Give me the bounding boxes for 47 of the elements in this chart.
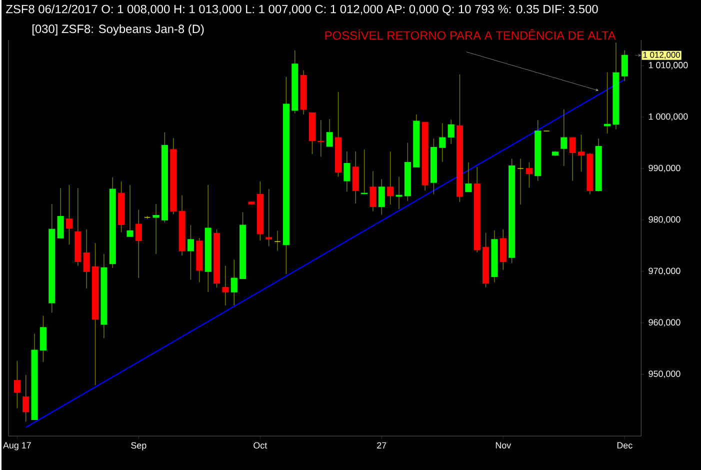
x-tick-label: Oct [254,442,268,449]
x-tick-label: Aug 17 [3,442,31,450]
candlestick [378,178,385,216]
y-tick-label: 970,000 [648,268,680,276]
candlestick [326,118,333,147]
candlestick [187,224,194,280]
candlestick [448,119,454,144]
x-tick-label: Dec [617,442,632,448]
candlestick [526,162,532,188]
y-tick-label: 990,000 [648,164,680,172]
candlestick [14,360,20,409]
x-tick-label: Nov [496,442,512,448]
candlestick [57,188,64,238]
y-tick-label: 980,000 [648,216,680,224]
candlestick [22,374,30,422]
candlestick [344,151,350,192]
candlestick [370,170,376,212]
y-tick-label: 1 010,000 [648,62,688,70]
chart-subtitle: [030] ZSF8: Soybeans Jan-8 (D) [32,24,204,36]
candlestick [135,209,142,278]
candlestick [621,50,628,82]
candlestick [222,265,229,306]
candlestick [66,184,72,246]
x-tick-label: 27 [377,442,386,448]
candlestick [578,134,585,172]
y-tick-label: 950,000 [648,370,680,378]
candlestick [387,151,394,205]
chart-title: ZSF8 06/12/2017 O: 1 008,000 H: 1 013,000 L: 1 007,000 C: 1 012,000 AP: 0,000 Q: 10 793 %: 0.35 DIF: 3.500 [6,4,598,16]
x-tick-label: Sep [131,442,146,450]
candlestick [560,109,568,166]
candlestick [40,315,46,362]
candlestick [517,158,524,205]
candlestick [230,259,238,306]
candlestick [352,151,359,204]
candlestick [465,162,472,192]
candlestick [500,228,506,270]
candlestick [569,137,576,182]
text: POSSÍVEL RETORNO PARA A TENDÊNCIA DE ALTA [325,29,616,40]
y-tick-label: 1 000,000 [648,113,688,121]
candlestick [126,184,134,237]
candlestick [152,204,160,254]
y-tick-label: 960,000 [648,319,680,327]
candlestick [83,228,90,289]
candlestick [439,122,446,162]
candlestick [274,230,281,252]
annotation: 1 012,000 [643,52,680,59]
candlestick [266,188,272,247]
